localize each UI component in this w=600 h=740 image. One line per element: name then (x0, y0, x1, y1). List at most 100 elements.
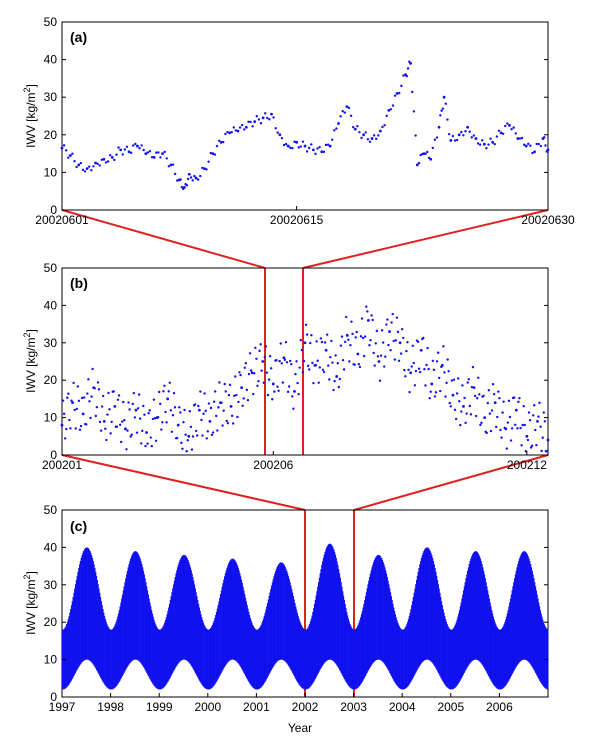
y-tick-label: 10 (44, 165, 58, 179)
data-point (322, 150, 326, 154)
data-point (510, 427, 514, 430)
data-point (238, 126, 242, 129)
data-band (535, 586, 537, 673)
data-band (167, 610, 169, 683)
data-point (279, 342, 282, 345)
data-band (476, 551, 478, 660)
data-band (533, 578, 535, 670)
data-band (256, 629, 258, 690)
data-point (236, 129, 240, 133)
y-tick-label: 50 (44, 15, 58, 29)
data-band (221, 586, 223, 672)
data-point (261, 360, 265, 363)
data-point (65, 427, 68, 431)
x-tick-label: 2004 (389, 700, 416, 714)
data-point (211, 431, 215, 434)
data-point (316, 147, 319, 150)
data-band (270, 585, 273, 670)
data-point (96, 162, 99, 166)
data-band (138, 554, 140, 661)
data-band (219, 594, 222, 675)
data-point (286, 144, 290, 148)
data-point (257, 118, 261, 121)
data-point (257, 379, 260, 383)
data-point (100, 158, 104, 161)
data-point (244, 361, 248, 365)
data-point (468, 404, 472, 408)
data-band (510, 594, 512, 677)
data-point (71, 152, 74, 155)
data-point (462, 404, 465, 408)
data-band (251, 622, 253, 687)
data-point (426, 346, 429, 350)
data-point (405, 349, 408, 353)
data-band (458, 610, 461, 683)
data-point (483, 416, 487, 419)
data-band (401, 629, 403, 690)
data-point (474, 137, 478, 140)
data-point (80, 396, 84, 400)
data-point (268, 118, 271, 121)
data-point (131, 402, 134, 406)
data-band (498, 629, 500, 690)
data-point (505, 447, 508, 450)
data-point (79, 161, 83, 165)
data-point (537, 415, 540, 418)
data-band (224, 576, 226, 668)
data-band (229, 560, 231, 661)
data-point (377, 134, 380, 137)
data-point (130, 433, 133, 436)
data-point (341, 110, 344, 113)
data-point (309, 341, 312, 345)
data-band (444, 616, 446, 685)
data-band (320, 569, 322, 669)
panel-a-frame (61, 21, 549, 211)
data-point (417, 161, 421, 165)
data-band (380, 556, 382, 661)
data-band (91, 557, 94, 664)
data-point (368, 344, 371, 347)
data-band (389, 588, 391, 673)
data-point (144, 152, 148, 156)
data-point (237, 400, 240, 404)
data-point (148, 149, 152, 153)
data-point (315, 340, 318, 343)
data-band (178, 562, 180, 663)
data-band (163, 624, 165, 688)
data-point (331, 138, 334, 141)
data-band (119, 606, 121, 681)
data-band (207, 629, 209, 690)
data-band (353, 629, 355, 690)
data-point (402, 336, 405, 340)
data-point (528, 418, 532, 422)
data-point (495, 135, 499, 138)
data-band (65, 626, 67, 689)
data-point (351, 125, 355, 129)
data-point (188, 410, 192, 413)
data-point (495, 425, 498, 429)
x-tick-label: 2001 (243, 700, 270, 714)
data-point (542, 411, 545, 414)
data-point (121, 153, 124, 156)
data-band (72, 597, 74, 678)
data-point (476, 397, 479, 400)
data-band (360, 617, 362, 685)
data-point (284, 142, 288, 146)
data-band (446, 624, 448, 688)
data-band (390, 592, 392, 675)
data-band (309, 623, 311, 688)
data-point (388, 330, 391, 333)
data-band (433, 564, 435, 666)
data-band (114, 624, 116, 688)
data-point (335, 375, 339, 378)
data-band (85, 547, 87, 660)
data-point (455, 392, 459, 395)
data-point (296, 381, 299, 385)
data-point (98, 420, 102, 424)
data-band (66, 624, 68, 688)
data-point (303, 341, 307, 345)
data-band (287, 576, 290, 666)
data-band (172, 588, 174, 673)
data-band (183, 554, 185, 660)
data-point (200, 418, 203, 422)
